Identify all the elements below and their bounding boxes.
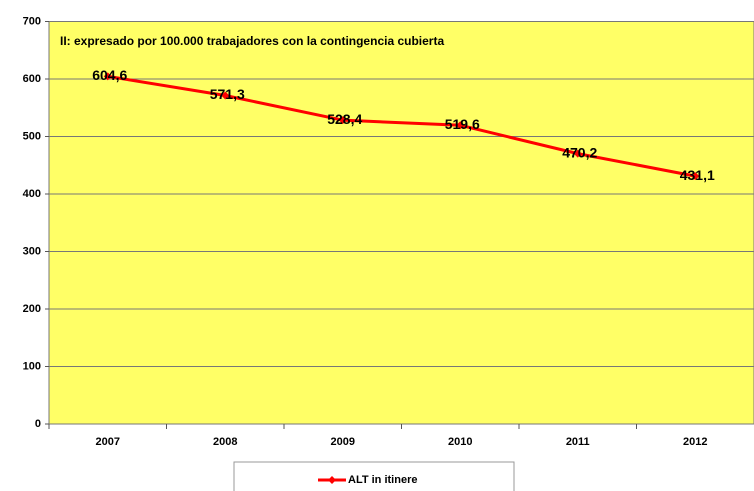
data-label: 571,3 (210, 86, 245, 102)
chart-title: II: expresado por 100.000 trabajadores c… (60, 34, 444, 48)
marker (221, 91, 230, 100)
legend-marker (328, 476, 336, 484)
x-tick-label: 2009 (331, 436, 355, 448)
marker (103, 72, 112, 81)
data-label: 528,4 (327, 111, 362, 127)
y-tick-label: 400 (23, 188, 41, 200)
y-tick-label: 0 (35, 418, 41, 430)
data-label: 519,6 (445, 116, 480, 132)
x-tick-label: 2007 (96, 436, 120, 448)
data-label: 470,2 (562, 144, 597, 160)
x-tick-label: 2008 (213, 436, 237, 448)
x-tick-label: 2012 (683, 436, 707, 448)
legend (233, 461, 515, 491)
y-tick-label: 200 (23, 303, 41, 315)
marker (456, 121, 465, 130)
y-tick-label: 300 (23, 245, 41, 257)
y-tick-label: 600 (23, 73, 41, 85)
marker (573, 149, 582, 158)
y-tick-label: 500 (23, 130, 41, 142)
data-label: 431,1 (680, 167, 715, 183)
x-tick-label: 2011 (566, 436, 590, 448)
data-label: 604,6 (92, 67, 127, 83)
y-tick-label: 700 (23, 15, 41, 27)
marker (691, 172, 700, 181)
line (107, 74, 696, 178)
plot-area (48, 21, 754, 425)
x-tick-label: 2010 (448, 436, 472, 448)
legend-label: ALT in itinere (348, 474, 417, 486)
marker (338, 116, 347, 125)
y-tick-label: 100 (23, 360, 41, 372)
